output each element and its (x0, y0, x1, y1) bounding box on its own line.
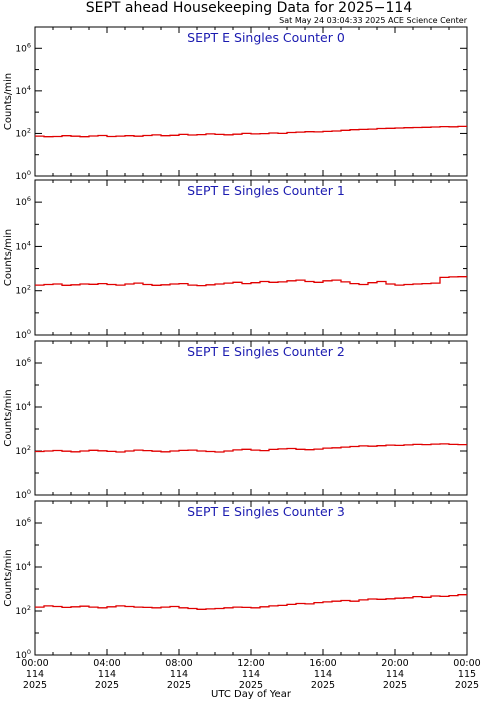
x-tick-year: 2025 (95, 680, 119, 691)
chart-subtitle: Sat May 24 03:04:33 2025 ACE Science Cen… (279, 16, 468, 25)
panel-title: SEPT E Singles Counter 2 (187, 344, 345, 359)
panel-title: SEPT E Singles Counter 0 (187, 30, 345, 45)
x-tick-time: 00:00 (453, 658, 480, 669)
x-tick-day: 114 (26, 669, 44, 680)
x-tick-time: 16:00 (309, 658, 336, 669)
y-axis-label: Counts/min (3, 73, 14, 130)
x-tick-day: 114 (242, 669, 260, 680)
y-tick-label: 106 (15, 356, 31, 369)
series-line-0 (35, 276, 467, 287)
x-tick-year: 2025 (383, 680, 407, 691)
panel-frame (34, 340, 468, 496)
x-tick-time: 12:00 (237, 658, 264, 669)
x-tick-time: 00:00 (21, 658, 48, 669)
x-tick-time: 04:00 (93, 658, 120, 669)
y-tick-label: 100 (15, 328, 31, 341)
y-tick-label: 106 (15, 41, 31, 54)
y-tick-label: 100 (15, 169, 31, 182)
x-tick-year: 2025 (455, 680, 479, 691)
y-tick-label: 106 (15, 195, 31, 208)
y-tick-label: 102 (15, 284, 31, 297)
panels: 100 102 104 106 SEPT E Singles Counter 0 Coun… (3, 26, 468, 661)
x-axis-label: UTC Day of Year (211, 689, 292, 700)
panel-3: 100 102 104 106 SEPT E Singles Counter 3 Coun… (3, 500, 468, 661)
x-tick-year: 2025 (239, 680, 263, 691)
y-tick-label: 100 (15, 488, 31, 501)
x-tick-day: 114 (314, 669, 332, 680)
y-tick-label: 104 (15, 400, 31, 413)
panel-title: SEPT E Singles Counter 1 (187, 183, 345, 198)
panel-frame (34, 26, 468, 177)
series-line-0 (35, 594, 467, 610)
y-tick-label: 102 (15, 604, 31, 617)
panel-1: 100 102 104 106 SEPT E Singles Counter 1 Coun… (3, 179, 468, 341)
x-tick-day: 115 (458, 669, 476, 680)
panel-frame (34, 500, 468, 656)
x-tick-year: 2025 (167, 680, 191, 691)
y-axis-label: Counts/min (3, 389, 14, 446)
y-tick-label: 106 (15, 516, 31, 529)
x-tick-year: 2025 (23, 680, 47, 691)
x-axis-labels: 00:00114202504:00114202508:00114202512:0… (21, 658, 480, 691)
y-axis-label: Counts/min (3, 549, 14, 606)
y-tick-label: 100 (15, 648, 31, 661)
x-tick-day: 114 (98, 669, 116, 680)
series-line-0 (35, 125, 467, 138)
y-tick-label: 104 (15, 560, 31, 573)
panel-0: 100 102 104 106 SEPT E Singles Counter 0 Coun… (3, 26, 468, 182)
y-tick-label: 104 (15, 84, 31, 97)
series-line-0 (35, 443, 467, 453)
x-tick-day: 114 (386, 669, 404, 680)
y-tick-label: 102 (15, 126, 31, 139)
panel-title: SEPT E Singles Counter 3 (187, 504, 345, 519)
y-axis-label: Counts/min (3, 229, 14, 286)
y-tick-label: 102 (15, 444, 31, 457)
x-tick-year: 2025 (311, 680, 335, 691)
x-tick-time: 20:00 (381, 658, 408, 669)
panel-frame (34, 179, 468, 336)
y-tick-label: 104 (15, 239, 31, 252)
chart-title: SEPT ahead Housekeeping Data for 2025−11… (86, 0, 413, 16)
panel-2: 100 102 104 106 SEPT E Singles Counter 2 Coun… (3, 340, 468, 501)
x-tick-day: 114 (170, 669, 188, 680)
x-tick-time: 08:00 (165, 658, 192, 669)
